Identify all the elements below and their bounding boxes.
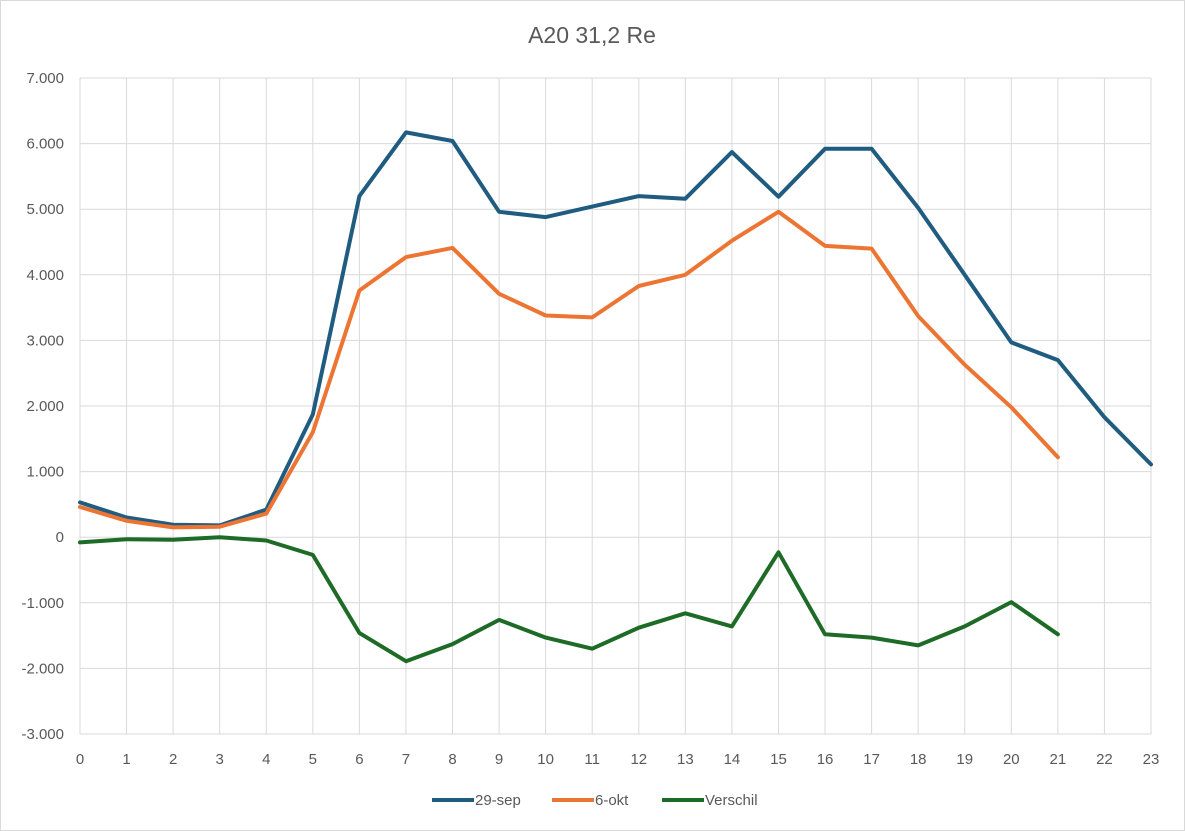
legend-label: 6-okt <box>595 792 629 809</box>
x-tick-label: 13 <box>677 751 694 768</box>
legend-label: 29-sep <box>475 792 521 809</box>
x-tick-label: 16 <box>817 751 834 768</box>
x-tick-label: 19 <box>956 751 973 768</box>
x-tick-label: 8 <box>448 751 456 768</box>
x-tick-label: 9 <box>495 751 503 768</box>
y-tick-label: 6.000 <box>26 136 64 153</box>
x-tick-label: 23 <box>1143 751 1160 768</box>
x-tick-label: 6 <box>355 751 363 768</box>
x-tick-label: 20 <box>1003 751 1020 768</box>
series-lines <box>78 130 1153 664</box>
gridlines <box>79 77 1152 735</box>
y-tick-label: 0 <box>56 529 64 546</box>
x-tick-label: 15 <box>770 751 787 768</box>
legend-label: Verschil <box>705 792 758 809</box>
y-tick-label: -2.000 <box>21 660 64 677</box>
y-tick-label: 2.000 <box>26 398 64 415</box>
y-axis-ticks: 7.000 6.000 5.000 4.000 3.000 2.000 1.000 0 -1.0… <box>21 70 64 743</box>
x-axis-ticks: 0 1 2 3 4 5 6 7 8 9 10 11 12 13 14 15 16 17 18 19 20 21 22 23 <box>76 751 1160 768</box>
legend: 29-sep 6-okt Verschil <box>432 792 758 809</box>
series-line-29-sep <box>78 130 1153 528</box>
x-tick-label: 4 <box>262 751 270 768</box>
x-tick-label: 1 <box>122 751 130 768</box>
y-tick-label: 7.000 <box>26 70 64 87</box>
series-line-6-okt <box>78 209 1060 530</box>
x-tick-label: 14 <box>724 751 741 768</box>
x-tick-label: 10 <box>537 751 554 768</box>
y-tick-label: 5.000 <box>26 201 64 218</box>
series-line-verschil <box>78 535 1060 664</box>
x-tick-label: 2 <box>169 751 177 768</box>
y-tick-label: 3.000 <box>26 332 64 349</box>
x-tick-label: 0 <box>76 751 84 768</box>
x-tick-label: 5 <box>309 751 317 768</box>
x-tick-label: 21 <box>1050 751 1067 768</box>
x-tick-label: 7 <box>402 751 410 768</box>
y-tick-label: 1.000 <box>26 464 64 481</box>
x-tick-label: 22 <box>1096 751 1113 768</box>
y-tick-label: -3.000 <box>21 726 64 743</box>
x-tick-label: 3 <box>216 751 224 768</box>
x-tick-label: 11 <box>584 751 600 768</box>
y-tick-label: -1.000 <box>21 595 64 612</box>
x-tick-label: 17 <box>863 751 880 768</box>
y-tick-label: 4.000 <box>26 267 64 284</box>
chart-title: A20 31,2 Re <box>528 22 656 48</box>
x-tick-label: 18 <box>910 751 927 768</box>
x-tick-label: 12 <box>630 751 647 768</box>
